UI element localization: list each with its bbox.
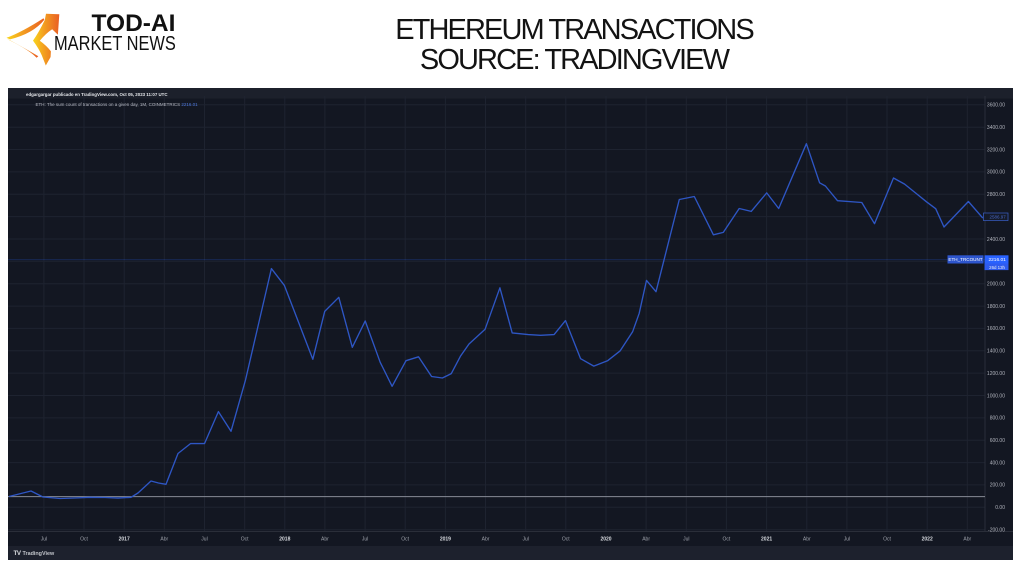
svg-text:Jul: Jul	[201, 537, 207, 543]
svg-text:Abr: Abr	[963, 537, 971, 543]
svg-text:2022: 2022	[922, 537, 933, 543]
svg-text:2586.97: 2586.97	[990, 215, 1007, 220]
svg-text:0.00: 0.00	[995, 505, 1005, 511]
svg-text:2216.01: 2216.01	[988, 257, 1006, 263]
svg-text:1600.00: 1600.00	[987, 326, 1005, 332]
svg-text:Abr: Abr	[482, 537, 490, 543]
svg-text:edgargargar publicado en Tradi: edgargargar publicado en TradingView.com…	[26, 92, 168, 97]
svg-text:600.00: 600.00	[990, 438, 1006, 444]
svg-text:Oct: Oct	[723, 537, 731, 543]
svg-text:Jul: Jul	[844, 537, 850, 543]
svg-text:Oct: Oct	[401, 537, 409, 543]
svg-text:Jul: Jul	[683, 537, 689, 543]
svg-text:1800.00: 1800.00	[987, 304, 1005, 310]
svg-text:3600.00: 3600.00	[987, 103, 1005, 109]
svg-text:2019: 2019	[440, 537, 451, 543]
svg-text:2017: 2017	[119, 537, 130, 543]
svg-text:Abr: Abr	[160, 537, 168, 543]
svg-text:Jul: Jul	[522, 537, 528, 543]
svg-text:Oct: Oct	[241, 537, 249, 543]
svg-text:TradingView: TradingView	[23, 551, 55, 557]
svg-text:ETH: The sum count of transact: ETH: The sum count of transactions on a …	[36, 102, 199, 107]
svg-text:400.00: 400.00	[990, 460, 1006, 466]
svg-text:Jul: Jul	[362, 537, 368, 543]
svg-text:3200.00: 3200.00	[987, 147, 1005, 153]
svg-text:200.00: 200.00	[990, 483, 1006, 489]
svg-text:2021: 2021	[761, 537, 772, 543]
svg-text:Abr: Abr	[642, 537, 650, 543]
svg-text:ETH_TRCOUNT: ETH_TRCOUNT	[948, 257, 982, 262]
svg-text:Oct: Oct	[883, 537, 891, 543]
svg-text:800.00: 800.00	[990, 416, 1006, 422]
svg-text:3000.00: 3000.00	[987, 170, 1005, 176]
svg-text:Jul: Jul	[41, 537, 47, 543]
svg-text:2400.00: 2400.00	[987, 237, 1005, 243]
svg-text:26d 13h: 26d 13h	[989, 265, 1005, 270]
svg-text:Abr: Abr	[321, 537, 329, 543]
svg-text:-200.00: -200.00	[988, 528, 1005, 534]
svg-text:1000.00: 1000.00	[987, 393, 1005, 399]
svg-text:Oct: Oct	[562, 537, 570, 543]
svg-text:Abr: Abr	[803, 537, 811, 543]
svg-text:3400.00: 3400.00	[987, 125, 1005, 131]
svg-text:TV: TV	[14, 550, 22, 557]
svg-text:1200.00: 1200.00	[987, 371, 1005, 377]
svg-text:Oct: Oct	[80, 537, 88, 543]
svg-text:1400.00: 1400.00	[987, 349, 1005, 355]
svg-text:2020: 2020	[600, 537, 611, 543]
svg-text:2000.00: 2000.00	[987, 282, 1005, 288]
svg-text:2800.00: 2800.00	[987, 192, 1005, 198]
svg-text:2018: 2018	[279, 537, 290, 543]
